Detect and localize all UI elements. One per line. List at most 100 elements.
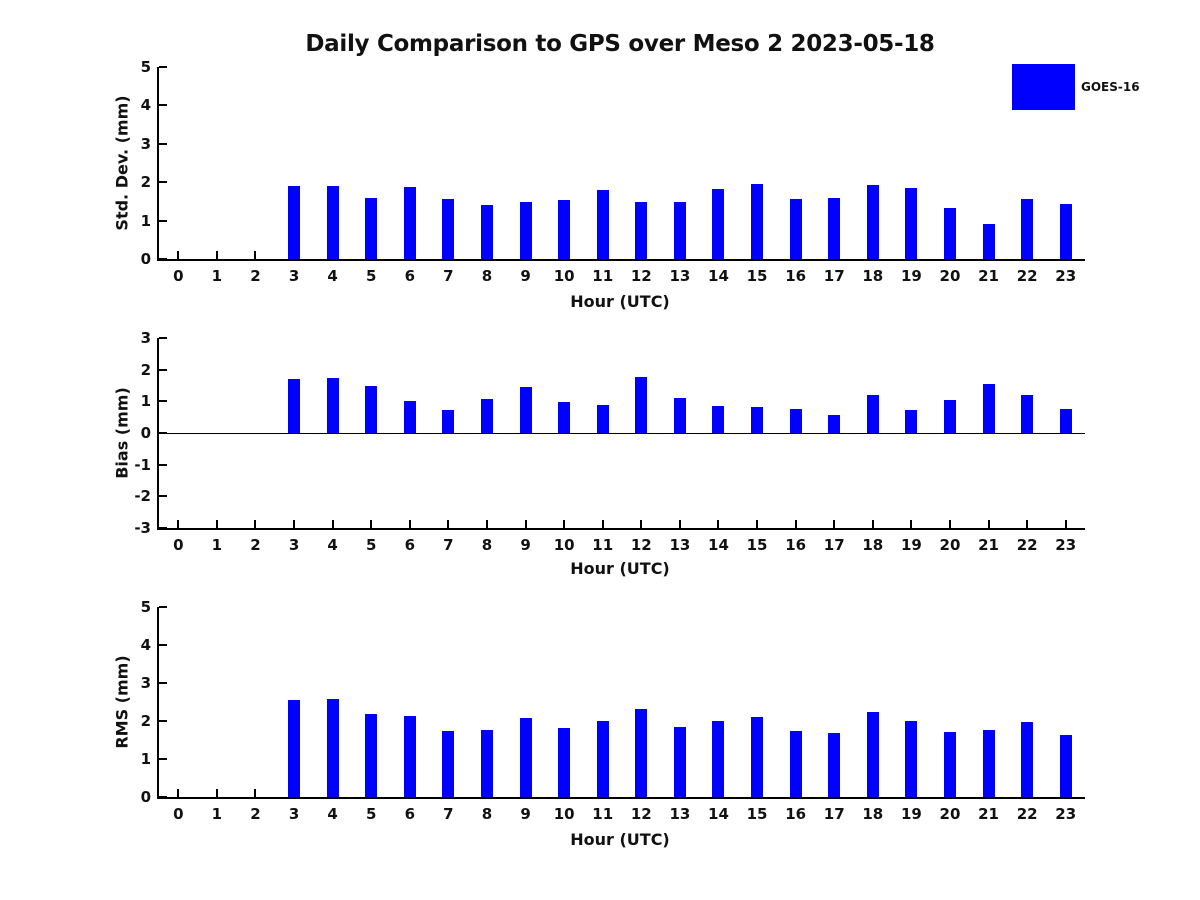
x-tick-label: 17 xyxy=(823,536,845,554)
x-tick xyxy=(871,520,874,528)
x-tick xyxy=(177,789,180,797)
y-tick xyxy=(159,104,167,107)
x-tick-label: 4 xyxy=(327,267,338,285)
x-tick xyxy=(910,520,913,528)
x-tick-label: 8 xyxy=(481,805,493,823)
legend-label: GOES-16 xyxy=(1081,80,1140,94)
y-tick xyxy=(159,495,167,498)
bar-hour-12 xyxy=(635,709,647,797)
x-tick-label: 3 xyxy=(288,536,300,554)
bar-hour-5 xyxy=(365,713,377,797)
bar-hour-7 xyxy=(442,730,454,797)
x-tick-label: 16 xyxy=(785,267,807,285)
y-tick-label: 0 xyxy=(140,788,151,806)
x-tick-label: 21 xyxy=(978,536,999,554)
x-tick xyxy=(794,520,797,528)
x-tick-label: 14 xyxy=(708,805,729,823)
bar-hour-11 xyxy=(597,405,609,433)
bar-hour-14 xyxy=(712,406,724,433)
bar-hour-16 xyxy=(790,408,802,433)
x-tick-label: 2 xyxy=(250,267,261,285)
x-tick-label: 0 xyxy=(173,536,184,554)
x-tick-label: 2 xyxy=(250,536,261,554)
y-tick xyxy=(159,400,167,403)
bar-hour-19 xyxy=(905,721,917,797)
bar-hour-7 xyxy=(442,198,454,259)
y-tick xyxy=(159,142,167,145)
x-tick-label: 10 xyxy=(553,536,575,554)
x-tick xyxy=(254,251,257,259)
x-tick-label: 3 xyxy=(288,267,300,285)
x-tick xyxy=(177,251,180,259)
bar-hour-15 xyxy=(751,184,763,259)
y-tick xyxy=(159,181,167,184)
x-tick xyxy=(1064,520,1067,528)
bar-hour-6 xyxy=(404,186,416,259)
x-tick-label: 9 xyxy=(520,267,531,285)
x-tick xyxy=(215,251,218,259)
y-tick-label: 3 xyxy=(140,134,151,153)
x-tick-label: 19 xyxy=(900,536,922,554)
x-tick-label: 12 xyxy=(630,267,652,285)
bar-hour-14 xyxy=(712,721,724,797)
x-tick xyxy=(370,520,373,528)
x-tick-label: 15 xyxy=(746,267,768,285)
y-tick xyxy=(159,66,167,68)
bar-hour-9 xyxy=(520,717,532,797)
bar-hour-3 xyxy=(288,185,300,259)
y-tick xyxy=(159,796,167,798)
x-tick-label: 1 xyxy=(211,267,223,285)
y-tick xyxy=(159,758,167,760)
stddev-x-axis-label: Hour (UTC) xyxy=(570,292,670,311)
y-tick xyxy=(159,258,167,260)
bar-hour-5 xyxy=(365,386,377,433)
y-tick-label: 2 xyxy=(140,712,151,730)
x-tick-label: 11 xyxy=(592,536,614,554)
bar-hour-4 xyxy=(327,699,339,797)
x-tick-label: 3 xyxy=(288,805,300,823)
chart-title: Daily Comparison to GPS over Meso 2 2023… xyxy=(305,31,935,57)
bias-x-axis-label: Hour (UTC) xyxy=(570,559,670,578)
y-tick xyxy=(159,368,167,371)
bias-subplot: 3 2 1 0 -1 -2 -3 0 1 2 3 4 5 6 7 8 9 10 11 12 13 14 15 16 17 18 19… xyxy=(134,329,1085,554)
y-tick-label: 4 xyxy=(140,96,151,115)
x-tick-label: 15 xyxy=(746,536,768,554)
x-tick-label: 19 xyxy=(900,267,922,285)
x-tick xyxy=(293,520,296,528)
y-tick-label: 5 xyxy=(140,58,151,76)
bar-hour-11 xyxy=(597,189,609,259)
bar-hour-14 xyxy=(712,188,724,259)
bar-hour-23 xyxy=(1060,204,1072,259)
x-tick-label: 9 xyxy=(520,805,531,823)
bar-hour-23 xyxy=(1060,735,1072,797)
y-tick-label: -1 xyxy=(134,455,151,474)
y-tick-label: 0 xyxy=(140,424,151,442)
x-tick xyxy=(601,520,604,528)
x-tick xyxy=(447,520,450,528)
bar-hour-9 xyxy=(520,202,532,259)
x-tick-label: 12 xyxy=(630,805,652,823)
bar-hour-5 xyxy=(365,197,377,259)
y-tick xyxy=(159,527,167,529)
x-tick-label: 20 xyxy=(939,805,961,823)
x-tick-label: 15 xyxy=(746,805,768,823)
bar-hour-16 xyxy=(790,198,802,259)
x-tick-label: 13 xyxy=(669,267,691,285)
bar-hour-10 xyxy=(558,727,570,797)
x-tick-label: 4 xyxy=(327,805,338,823)
bar-hour-19 xyxy=(905,409,917,433)
y-tick-label: 1 xyxy=(140,392,151,411)
x-tick xyxy=(640,520,643,528)
y-tick xyxy=(159,606,167,608)
bar-hour-17 xyxy=(828,414,840,433)
zero-line xyxy=(159,432,1085,434)
bar-hour-22 xyxy=(1021,722,1033,797)
x-tick-label: 13 xyxy=(669,805,691,823)
bar-hour-7 xyxy=(442,409,454,433)
bar-hour-21 xyxy=(983,224,995,259)
x-tick xyxy=(408,520,411,528)
x-tick xyxy=(987,520,990,528)
legend-swatch-goes16 xyxy=(1012,64,1075,110)
y-tick-label: -3 xyxy=(134,519,151,537)
x-tick-label: 6 xyxy=(404,805,415,823)
